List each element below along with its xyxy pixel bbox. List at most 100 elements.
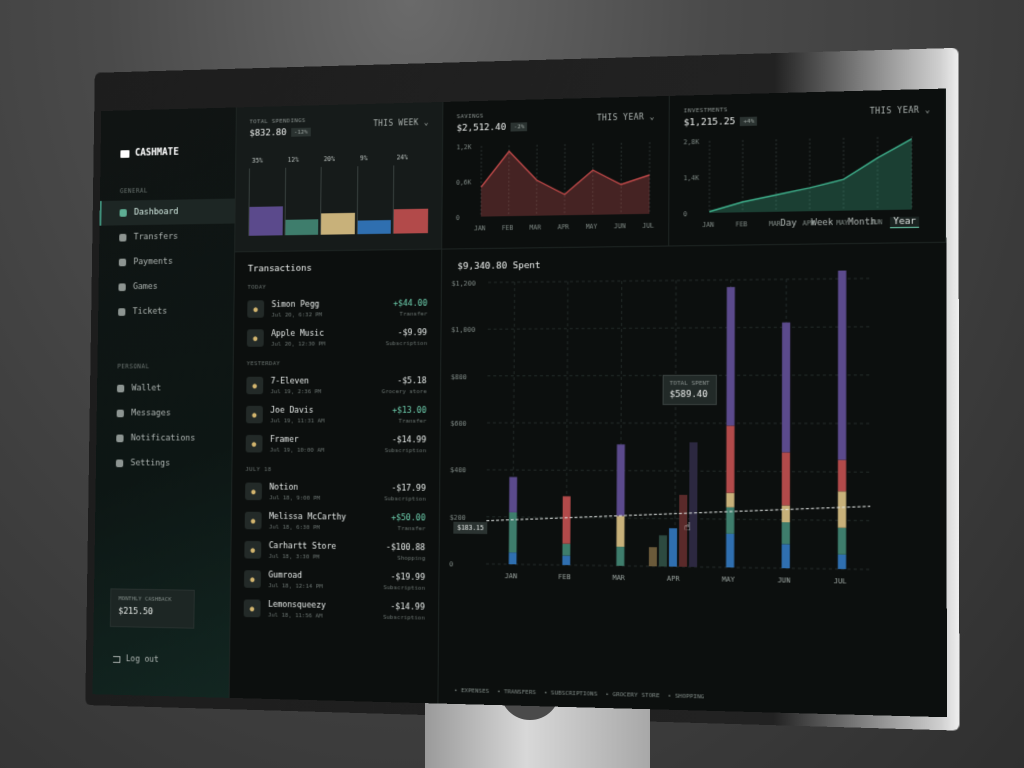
investments-period-dropdown[interactable]: THIS YEAR ⌄ <box>870 105 931 116</box>
bar-segment[interactable] <box>838 554 846 569</box>
legend-item[interactable]: • GROCERY STORE <box>605 691 659 699</box>
sidebar-item-messages[interactable]: Messages <box>97 401 233 426</box>
spendings-bar[interactable]: 12% <box>284 167 319 235</box>
tab-week[interactable]: Week <box>811 218 833 229</box>
spendings-bar[interactable]: 35% <box>248 168 283 236</box>
transaction-name: Joe Davis <box>270 405 384 415</box>
transaction-row[interactable]: ● Lemonsqueezy Jul 18, 11:56 AM -$14.99 … <box>244 594 425 627</box>
transaction-row[interactable]: ● Carhartt Store Jul 18, 3:30 PM -$100.8… <box>244 535 425 567</box>
spendings-bar-chart: 35% 12% 20% 9% 24% <box>248 165 428 236</box>
bar-segment[interactable] <box>649 547 657 566</box>
transaction-row[interactable]: ● 7-Eleven Jul 19, 2:36 PM -$5.18 Grocer… <box>246 370 427 400</box>
transaction-row[interactable]: ● Framer Jul 19, 10:00 AM -$14.99 Subscr… <box>246 429 427 459</box>
average-tag: $183.15 <box>453 522 487 534</box>
dashboard-icon <box>120 209 127 217</box>
bar-segment[interactable] <box>562 556 570 566</box>
bar-segment[interactable] <box>616 547 624 566</box>
bar-segment[interactable] <box>782 452 790 505</box>
spendings-bar[interactable]: 9% <box>356 165 391 234</box>
bar-segment[interactable] <box>509 477 517 512</box>
transaction-row[interactable]: ● Notion Jul 18, 9:00 PM -$17.99 Subscri… <box>245 477 426 508</box>
sidebar-item-games[interactable]: Games <box>98 274 233 300</box>
spendings-bar[interactable]: 24% <box>393 165 428 234</box>
sidebar-item-wallet[interactable]: Wallet <box>97 376 233 401</box>
transaction-category: Transfer <box>393 310 427 317</box>
sidebar-item-label: Notifications <box>131 434 196 444</box>
cashback-card: MONTHLY CASHBACK $215.50 <box>110 588 195 628</box>
sidebar-item-tickets[interactable]: Tickets <box>98 299 234 325</box>
transaction-date: Jul 18, 3:30 PM <box>269 552 379 560</box>
bar-segment[interactable] <box>726 426 734 493</box>
bar-segment[interactable] <box>782 544 790 568</box>
bar-segment[interactable] <box>509 512 517 552</box>
legend-item[interactable]: • SHOPPING <box>668 692 705 700</box>
sidebar-item-notifications[interactable]: Notifications <box>96 426 232 452</box>
spendings-period-dropdown[interactable]: THIS WEEK ⌄ <box>373 118 429 128</box>
spendings-bar-percent: 20% <box>324 155 335 163</box>
sidebar-item-payments[interactable]: Payments <box>99 249 234 276</box>
bar-segment[interactable] <box>726 534 734 568</box>
transaction-info: Carhartt Store Jul 18, 3:30 PM <box>269 541 379 561</box>
chart-legend: • EXPENSES • TRANSFERS • SUBSCRIPTIONS • GR… <box>454 687 704 701</box>
transaction-category: Subscription <box>383 584 425 592</box>
bar-segment[interactable] <box>689 442 697 567</box>
bar-segment[interactable] <box>838 270 846 460</box>
y-tick-label: $400 <box>450 466 466 474</box>
grid-line <box>487 470 871 472</box>
bar-segment[interactable] <box>782 322 790 452</box>
bar-segment[interactable] <box>726 493 734 507</box>
bar-segment[interactable] <box>726 287 734 426</box>
transaction-row[interactable]: ● Gumroad Jul 18, 12:14 PM -$19.99 Subsc… <box>244 564 425 596</box>
y-tick-label: $600 <box>450 420 466 428</box>
bar-segment[interactable] <box>562 544 570 556</box>
average-line <box>486 503 870 525</box>
spendings-bar-fill <box>394 209 428 234</box>
bar-segment[interactable] <box>782 522 790 544</box>
transaction-name: Carhartt Store <box>269 541 379 552</box>
sidebar-item-dashboard[interactable]: Dashboard <box>100 199 235 226</box>
bar-segment[interactable] <box>509 552 517 564</box>
spendings-bar[interactable]: 20% <box>320 166 355 234</box>
bar-segment[interactable] <box>669 528 677 566</box>
logout-button[interactable]: Log out <box>113 654 159 665</box>
legend-item[interactable]: • SUBSCRIPTIONS <box>544 689 598 697</box>
x-tick-label: JAN <box>505 572 517 580</box>
bar-segment[interactable] <box>659 535 667 566</box>
transfer-icon <box>119 234 126 242</box>
personal-section-label: PERSONAL <box>97 324 233 376</box>
transaction-row[interactable]: ● Apple Music Jul 20, 12:30 PM -$9.99 Su… <box>247 322 427 352</box>
sidebar-item-transfers[interactable]: Transfers <box>99 224 234 251</box>
logout-icon <box>113 656 120 663</box>
bar-segment[interactable] <box>562 496 570 544</box>
bar-segment[interactable] <box>617 444 625 515</box>
transaction-group-label: TODAY <box>248 282 428 291</box>
bag-icon: ● <box>244 541 261 559</box>
logo-icon <box>120 150 129 158</box>
bar-segment[interactable] <box>616 516 624 547</box>
bar-segment[interactable] <box>838 460 846 492</box>
x-tick-label: JUN <box>614 223 626 230</box>
main-content: TOTAL SPENDINGS $832.80 -12% THIS WEEK ⌄… <box>230 89 947 718</box>
savings-period-dropdown[interactable]: THIS YEAR ⌄ <box>597 112 655 122</box>
x-tick-label: APR <box>667 574 681 583</box>
bar-segment[interactable] <box>838 491 846 527</box>
tab-month[interactable]: Month <box>848 217 876 229</box>
tab-day[interactable]: Day <box>780 218 797 229</box>
tab-year[interactable]: Year <box>890 217 919 229</box>
transaction-row[interactable]: ● Joe Davis Jul 19, 11:31 AM +$13.00 Tra… <box>246 400 427 430</box>
legend-item[interactable]: • TRANSFERS <box>497 688 536 696</box>
y-tick-label: $1,000 <box>451 326 475 334</box>
savings-value: $2,512.40 <box>457 122 507 134</box>
sidebar-item-settings[interactable]: Settings <box>96 451 232 477</box>
transaction-info: 7-Eleven Jul 19, 2:36 PM <box>271 376 375 395</box>
transaction-category: Transfer <box>391 525 425 532</box>
app-screen: CASHMATE GENERAL Dashboard Transfers Payme… <box>93 89 947 718</box>
bar-segment[interactable] <box>782 505 790 522</box>
bar-segment[interactable] <box>838 528 846 555</box>
legend-item[interactable]: • EXPENSES <box>454 687 489 695</box>
transaction-row[interactable]: ● Melissa McCarthy Jul 18, 6:30 PM +$50.… <box>245 506 426 537</box>
transaction-name: Melissa McCarthy <box>269 511 384 522</box>
transaction-amount-block: -$19.99 Subscription <box>383 572 425 591</box>
app-logo[interactable]: CASHMATE <box>101 107 236 159</box>
transaction-row[interactable]: ● Simon Pegg Jul 20, 6:32 PM +$44.00 Tra… <box>247 293 427 324</box>
